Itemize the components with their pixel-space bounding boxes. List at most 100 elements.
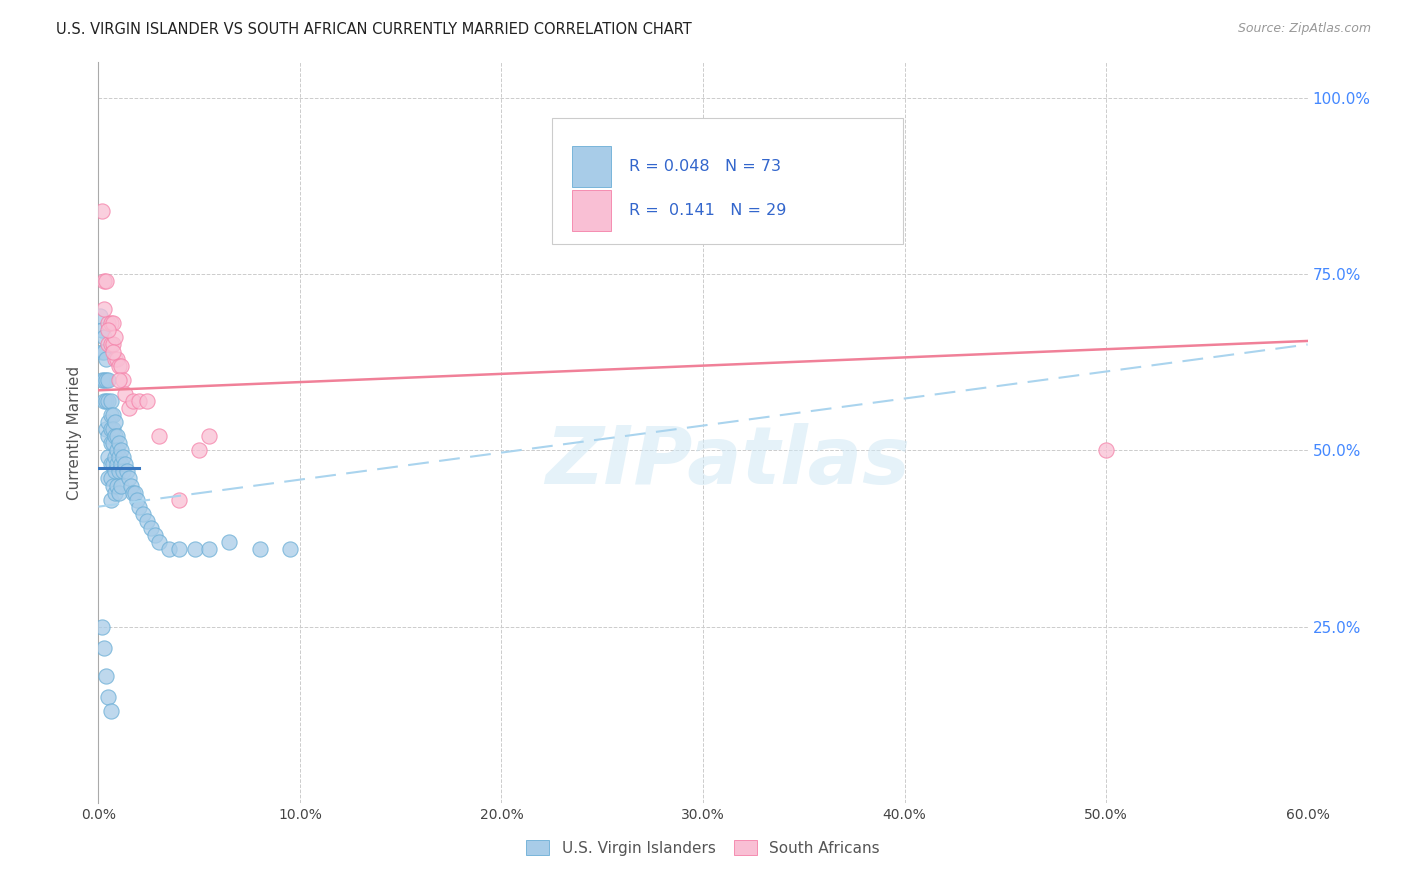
Point <box>110 458 132 472</box>
Point <box>101 344 124 359</box>
FancyBboxPatch shape <box>551 118 903 244</box>
Point <box>167 492 190 507</box>
Point <box>278 541 301 556</box>
Point <box>93 330 115 344</box>
Point <box>91 344 114 359</box>
Point <box>124 485 146 500</box>
Text: R =  0.141   N = 29: R = 0.141 N = 29 <box>630 203 786 218</box>
Point <box>97 450 120 465</box>
Point <box>97 471 120 485</box>
Point <box>114 387 136 401</box>
Point <box>115 464 138 478</box>
Point <box>93 344 115 359</box>
Point <box>120 478 142 492</box>
Point <box>93 274 115 288</box>
Bar <box>572 146 612 187</box>
Point <box>103 450 125 465</box>
Point <box>97 690 120 704</box>
Point <box>93 640 115 655</box>
Point <box>157 541 180 556</box>
Point <box>107 373 129 387</box>
Point <box>135 393 157 408</box>
Point <box>96 274 118 288</box>
Point <box>184 541 207 556</box>
Point <box>121 485 143 500</box>
Point <box>249 541 271 556</box>
Point <box>128 393 150 408</box>
Point <box>103 415 125 429</box>
Point <box>198 541 221 556</box>
Legend: U.S. Virgin Islanders, South Africans: U.S. Virgin Islanders, South Africans <box>520 834 886 862</box>
Point <box>218 535 240 549</box>
Point <box>188 443 211 458</box>
Point <box>93 393 115 408</box>
Point <box>107 450 129 465</box>
Point <box>100 458 122 472</box>
Y-axis label: Currently Married: Currently Married <box>67 366 83 500</box>
Point <box>111 464 134 478</box>
Point <box>107 359 129 373</box>
Point <box>97 323 120 337</box>
Point <box>100 422 122 436</box>
Point <box>93 373 115 387</box>
Point <box>96 373 118 387</box>
Point <box>148 429 170 443</box>
Point <box>128 500 150 514</box>
Point <box>97 373 120 387</box>
Point <box>96 351 118 366</box>
Point <box>101 316 124 330</box>
Point <box>105 351 128 366</box>
Point <box>110 443 132 458</box>
Point <box>89 310 111 324</box>
Point <box>100 704 122 718</box>
Point <box>91 619 114 633</box>
Point <box>97 337 120 351</box>
Point <box>100 492 122 507</box>
Point <box>96 669 118 683</box>
Point <box>101 458 124 472</box>
Point <box>91 203 114 218</box>
Point <box>93 302 115 317</box>
Point <box>97 393 120 408</box>
Point <box>198 429 221 443</box>
Point <box>91 373 114 387</box>
Text: R = 0.048   N = 73: R = 0.048 N = 73 <box>630 159 782 174</box>
Point <box>1095 443 1118 458</box>
Point <box>103 330 125 344</box>
Point <box>135 514 157 528</box>
Point <box>96 393 118 408</box>
Point <box>91 323 114 337</box>
Point <box>107 436 129 450</box>
Point <box>101 337 124 351</box>
Point <box>100 393 122 408</box>
Point <box>114 458 136 472</box>
Point <box>100 337 122 351</box>
Point <box>125 492 148 507</box>
Point <box>100 471 122 485</box>
Point <box>143 528 166 542</box>
Point <box>101 436 124 450</box>
Point <box>101 478 124 492</box>
Point <box>139 521 162 535</box>
Point <box>118 401 141 415</box>
Point <box>100 436 122 450</box>
Point <box>101 422 124 436</box>
Point <box>111 450 134 465</box>
Point <box>103 429 125 443</box>
Bar <box>572 190 612 231</box>
Point <box>148 535 170 549</box>
Point <box>103 351 125 366</box>
Point <box>103 485 125 500</box>
Text: U.S. VIRGIN ISLANDER VS SOUTH AFRICAN CURRENTLY MARRIED CORRELATION CHART: U.S. VIRGIN ISLANDER VS SOUTH AFRICAN CU… <box>56 22 692 37</box>
Point <box>110 478 132 492</box>
Text: ZIPatlas: ZIPatlas <box>544 423 910 501</box>
Point <box>103 464 125 478</box>
Point <box>105 458 128 472</box>
Point <box>121 393 143 408</box>
Point <box>107 464 129 478</box>
Point <box>101 408 124 422</box>
Point <box>167 541 190 556</box>
Point <box>97 316 120 330</box>
Point <box>96 422 118 436</box>
Point <box>105 429 128 443</box>
